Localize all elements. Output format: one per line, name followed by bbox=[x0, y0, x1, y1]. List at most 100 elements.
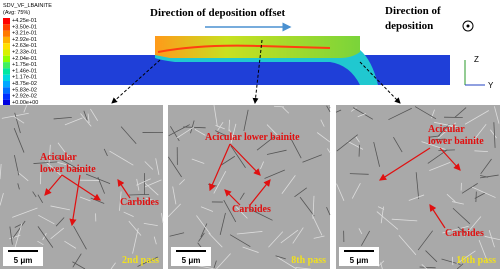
lath bbox=[488, 230, 495, 248]
out-of-plane-symbol bbox=[462, 20, 474, 32]
scale-label: 5 μm bbox=[350, 256, 369, 265]
lath bbox=[350, 107, 357, 112]
legend-swatch bbox=[3, 43, 10, 50]
legend-label: +3.50e-01 bbox=[12, 24, 37, 30]
lath bbox=[179, 179, 186, 185]
legend-label: +2.33e-01 bbox=[12, 50, 37, 56]
deposition-label: Direction of bbox=[385, 5, 441, 17]
lath bbox=[87, 113, 90, 124]
lath bbox=[219, 212, 226, 235]
lath bbox=[380, 262, 383, 269]
lath bbox=[266, 149, 287, 155]
lath bbox=[242, 246, 259, 253]
lath bbox=[155, 158, 160, 175]
lath bbox=[419, 266, 436, 269]
lath bbox=[393, 136, 403, 153]
lath bbox=[229, 234, 251, 248]
scale-label: 5 μm bbox=[14, 256, 33, 265]
out-of-plane-dot bbox=[466, 24, 470, 28]
lath bbox=[9, 226, 13, 245]
pointer-arrow bbox=[229, 143, 261, 176]
lath bbox=[13, 154, 20, 176]
lath bbox=[0, 192, 4, 206]
lath bbox=[388, 107, 412, 121]
lath bbox=[57, 142, 73, 162]
lath bbox=[50, 205, 71, 211]
lath bbox=[216, 253, 231, 269]
lath bbox=[478, 239, 488, 262]
lath bbox=[72, 261, 86, 269]
pass-label: 16th pass bbox=[456, 255, 496, 266]
lath bbox=[429, 162, 451, 172]
lath bbox=[190, 120, 195, 134]
legend: +4.25e-01+3.50e-01+3.21e-01+2.92e-01+2.6… bbox=[3, 18, 38, 107]
lath bbox=[493, 122, 496, 148]
lath bbox=[236, 231, 263, 235]
micrograph bbox=[336, 105, 500, 269]
lath bbox=[196, 215, 211, 235]
lath bbox=[336, 134, 358, 152]
lath bbox=[479, 174, 499, 179]
pointer-arrow bbox=[61, 174, 102, 201]
lath bbox=[53, 116, 72, 120]
lath bbox=[429, 135, 441, 138]
lath bbox=[461, 183, 478, 194]
lath bbox=[110, 262, 116, 269]
lath bbox=[463, 216, 482, 237]
legend-swatch bbox=[3, 81, 10, 88]
lath bbox=[213, 260, 217, 269]
y-label: Y bbox=[488, 81, 494, 90]
lath bbox=[161, 212, 164, 223]
legend-subtitle: (Avg: 75%) bbox=[3, 10, 30, 16]
lath bbox=[169, 232, 185, 237]
carbides-label: Carbides bbox=[232, 204, 271, 215]
legend-label: +1.17e-01 bbox=[12, 75, 37, 81]
lath bbox=[37, 194, 44, 203]
legend-label: +4.25e-01 bbox=[12, 18, 37, 24]
lath bbox=[217, 121, 224, 131]
micrograph bbox=[0, 105, 163, 269]
legend-label: +8.75e-02 bbox=[12, 81, 37, 87]
lath bbox=[490, 129, 497, 139]
lath bbox=[12, 207, 38, 218]
lath bbox=[143, 179, 162, 188]
deposition-label: deposition bbox=[385, 20, 433, 32]
lath bbox=[103, 148, 108, 157]
micrograph bbox=[168, 105, 330, 269]
lath bbox=[90, 108, 99, 121]
carbides-label: Carbides bbox=[445, 228, 484, 239]
legend-swatch bbox=[3, 68, 10, 75]
lath bbox=[336, 183, 345, 201]
lath bbox=[120, 126, 137, 145]
z-label: Z bbox=[474, 55, 479, 64]
lath bbox=[73, 225, 87, 250]
lath bbox=[72, 253, 82, 268]
lath bbox=[434, 121, 458, 128]
legend-label: +2.92e-02 bbox=[12, 94, 37, 100]
scale-label: 5 μm bbox=[182, 256, 201, 265]
legend-label: +2.04e-01 bbox=[12, 56, 37, 62]
lath bbox=[132, 228, 139, 254]
lath bbox=[281, 175, 296, 195]
lath bbox=[414, 106, 437, 120]
lath bbox=[55, 217, 65, 227]
lath bbox=[183, 126, 206, 129]
pointer-arrow bbox=[117, 179, 131, 199]
lath bbox=[294, 187, 307, 198]
lath bbox=[352, 107, 374, 120]
lath bbox=[0, 163, 2, 180]
pointer bbox=[111, 59, 161, 104]
lath bbox=[473, 123, 487, 141]
lath bbox=[129, 193, 150, 196]
pointer-arrow bbox=[224, 189, 241, 206]
lath bbox=[480, 158, 492, 175]
lath bbox=[417, 230, 434, 251]
legend-swatch bbox=[3, 87, 10, 94]
lath bbox=[373, 141, 380, 167]
lath bbox=[456, 263, 464, 269]
lath bbox=[64, 117, 83, 126]
lath bbox=[335, 109, 342, 113]
legend-label: +0.00e+00 bbox=[12, 100, 38, 106]
lath bbox=[109, 150, 134, 166]
legend-swatch bbox=[3, 24, 10, 31]
